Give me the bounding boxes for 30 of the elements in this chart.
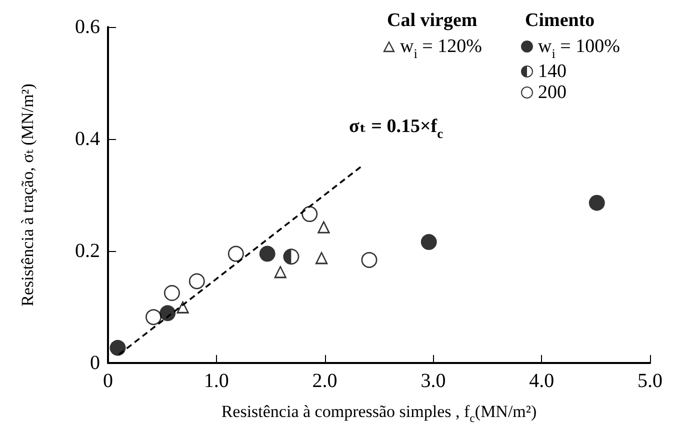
- legend-label: 140: [538, 61, 566, 82]
- point: [188, 273, 205, 290]
- y-tick-label: 0.2: [75, 240, 100, 262]
- point: [588, 194, 605, 211]
- y-tick-label: 0.6: [75, 16, 100, 38]
- point: [146, 309, 162, 326]
- point: [274, 265, 287, 278]
- x-tick-label: 4.0: [529, 370, 554, 392]
- point: [228, 246, 244, 262]
- y-axis-title: Resistência à tração, σₜ (MN/m²): [18, 84, 37, 306]
- annotation: Cimento: [525, 10, 595, 31]
- point: [110, 340, 126, 356]
- point: [259, 246, 276, 262]
- x-tick-label: 5.0: [638, 370, 662, 392]
- point: [283, 248, 300, 265]
- point: [420, 234, 437, 250]
- point: [176, 300, 190, 314]
- y-tick-label: 0.4: [75, 128, 100, 150]
- legend-title: Cal virgem: [387, 10, 478, 31]
- x-tick-label: 1.0: [204, 370, 229, 392]
- point: [302, 206, 318, 222]
- point: [315, 251, 328, 264]
- legend-label: 200: [538, 82, 566, 103]
- point: [160, 305, 176, 322]
- x-tick-label: 2.0: [312, 370, 338, 392]
- y-tick-label: 0: [90, 352, 100, 374]
- x-tick-label: 3.0: [420, 370, 446, 392]
- point: [164, 285, 180, 301]
- point: [361, 252, 378, 268]
- point: [317, 220, 330, 234]
